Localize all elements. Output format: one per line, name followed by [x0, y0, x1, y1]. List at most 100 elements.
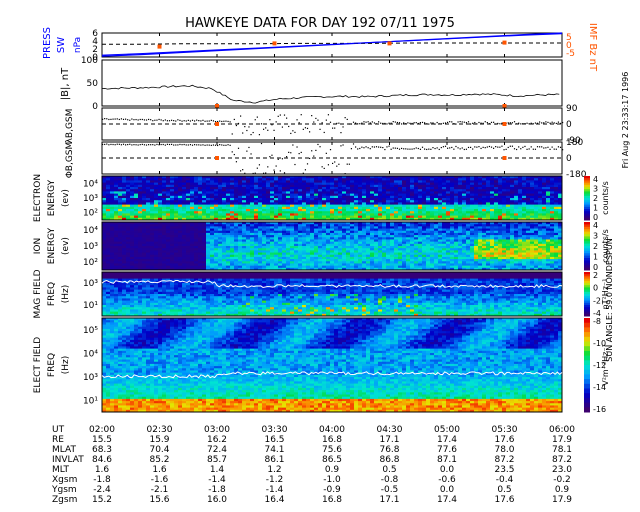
electron-cell — [126, 209, 131, 212]
electron-cell — [290, 206, 295, 210]
electron-cell — [162, 191, 167, 195]
electron-cell — [198, 193, 203, 197]
lambda-point — [384, 122, 386, 125]
phi-point — [311, 150, 313, 152]
electron-cell — [246, 215, 251, 219]
electron-cell — [298, 176, 303, 179]
electron-cell — [254, 180, 259, 184]
phi-point — [125, 144, 127, 146]
lambda-point — [166, 120, 169, 122]
electron-cell — [194, 215, 199, 219]
phi-point — [532, 148, 534, 150]
electron-cell — [274, 184, 279, 188]
electron-cell — [114, 180, 119, 184]
lambda-point — [208, 120, 210, 122]
electron-cell — [270, 180, 275, 184]
electron-cell — [190, 193, 195, 197]
electron-cell — [174, 206, 179, 210]
electron-cell — [186, 191, 191, 195]
electron-cell — [138, 187, 143, 190]
electron-cell — [218, 211, 223, 214]
electron-cell — [266, 193, 271, 197]
phi-point — [355, 146, 357, 148]
electron-cell — [218, 184, 223, 188]
electron-cell — [182, 176, 187, 179]
electron-cell — [262, 182, 267, 186]
electron-cell — [230, 215, 235, 219]
lambda-point — [497, 122, 499, 125]
electron-cell — [126, 211, 131, 214]
electron-cell — [318, 198, 323, 201]
y-tick-label-right: -180 — [566, 170, 587, 180]
phi-point — [493, 147, 495, 149]
electron-cell — [106, 193, 111, 197]
imf-marker — [272, 41, 277, 46]
y-axis-label: (ev) — [61, 189, 71, 207]
electron-cell — [150, 204, 155, 208]
electron-cell — [206, 217, 211, 221]
electron-cell — [126, 206, 131, 210]
electron-cell — [102, 195, 107, 199]
electron-cell — [234, 176, 239, 179]
electron-cell — [126, 204, 131, 208]
electron-cell — [118, 193, 123, 197]
electron-cell — [154, 178, 159, 181]
electron-cell — [154, 184, 159, 188]
electron-cell — [250, 182, 255, 186]
electron-cell — [210, 189, 215, 192]
electron-cell — [166, 202, 171, 206]
electron-cell — [246, 202, 251, 206]
electron-cell — [270, 211, 275, 214]
electron-cell — [238, 206, 243, 210]
electron-cell — [258, 215, 263, 219]
electron-cell — [198, 204, 203, 208]
electron-cell — [250, 184, 255, 188]
electron-cell — [150, 182, 155, 186]
electron-cell — [142, 198, 147, 201]
phi-point — [482, 146, 484, 148]
lambda-point — [413, 122, 415, 124]
electron-cell — [138, 215, 143, 219]
electron-cell — [182, 217, 187, 221]
lambda-point — [219, 120, 221, 122]
electron-cell — [270, 195, 275, 199]
lambda-point — [388, 122, 390, 124]
electron-cell — [286, 195, 291, 199]
lambda-point — [281, 126, 284, 128]
phi-point — [263, 172, 265, 174]
electron-cell — [250, 215, 255, 219]
electron-cell — [218, 180, 223, 184]
electron-cell — [170, 180, 175, 184]
electron-cell — [190, 191, 195, 195]
phi-point — [240, 170, 242, 172]
electron-cell — [206, 200, 211, 203]
lambda-point — [269, 119, 271, 121]
electron-cell — [150, 200, 155, 203]
phi-point — [380, 146, 382, 148]
electron-cell — [270, 176, 275, 179]
lambda-point — [252, 131, 254, 134]
electron-cell — [318, 189, 323, 192]
phi-point — [104, 143, 106, 146]
electron-cell — [150, 176, 155, 179]
electron-cell — [314, 211, 319, 214]
phi-point — [210, 144, 212, 146]
electron-cell — [266, 182, 271, 186]
electron-cell — [298, 209, 303, 212]
electron-cell — [230, 198, 235, 201]
electron-cell — [266, 180, 271, 184]
electron-cell — [290, 176, 295, 179]
lambda-point — [507, 122, 509, 124]
electron-cell — [134, 215, 139, 219]
electron-cell — [286, 209, 291, 212]
electron-cell — [302, 187, 307, 190]
phi-point — [369, 148, 371, 150]
electron-cell — [310, 202, 315, 206]
lambda-point — [139, 118, 141, 121]
electron-cell — [146, 176, 151, 179]
electron-cell — [154, 211, 159, 214]
lambda-point — [173, 120, 175, 122]
press-series-line-2 — [101, 33, 563, 56]
electron-cell — [246, 209, 251, 212]
electron-cell — [114, 198, 119, 201]
